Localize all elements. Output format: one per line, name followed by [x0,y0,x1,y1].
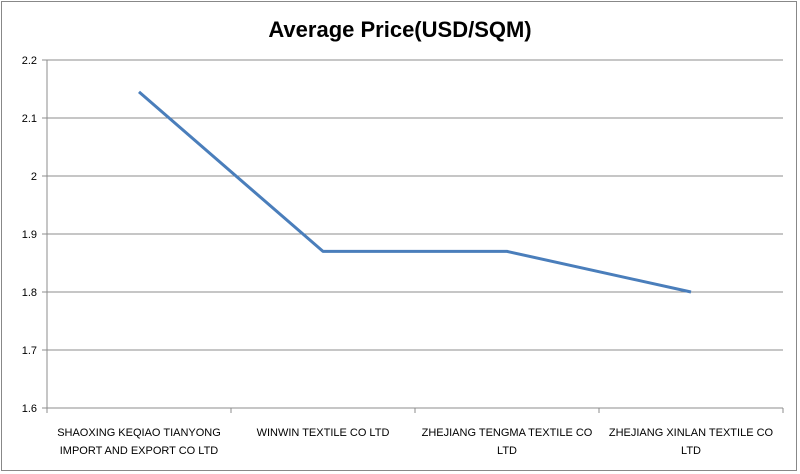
x-tick-label: WINWIN TEXTILE CO LTD [257,427,390,439]
series-line [138,90,692,294]
y-tick-label: 2 [31,171,37,183]
x-tick-label: IMPORT AND EXPORT CO LTD [60,445,219,457]
x-tick-label: LTD [497,445,517,457]
y-tick-label: 1.6 [22,403,37,415]
y-tick-label: 2.2 [22,55,37,67]
x-tick-label: LTD [681,445,701,457]
y-tick-label: 1.8 [22,287,37,299]
x-tick-label: SHAOXING KEQIAO TIANYONG [57,427,221,439]
x-tick-label: ZHEJIANG TENGMA TEXTILE CO [422,427,593,439]
y-tick-label: 1.7 [22,345,37,357]
y-tick-label: 1.9 [22,229,37,241]
chart-title: Average Price(USD/SQM) [268,17,531,42]
x-tick-label: ZHEJIANG XINLAN TEXTILE CO [609,427,774,439]
y-tick-label: 2.1 [22,113,37,125]
